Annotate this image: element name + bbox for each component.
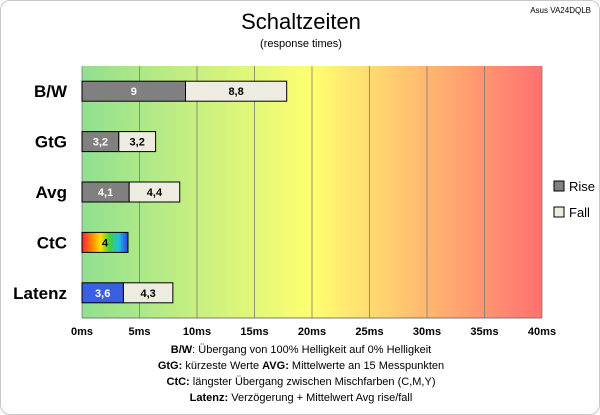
legend-label-rise: Rise (569, 179, 595, 194)
data-label: 8,8 (228, 86, 243, 98)
footnote-key: CtC: (166, 376, 190, 388)
legend: Rise Fall (553, 179, 595, 220)
data-label: 3,2 (93, 137, 108, 149)
data-label: 4,4 (147, 187, 163, 199)
legend-swatch-rise (553, 180, 565, 192)
bar-ctc (81, 231, 129, 253)
data-label: 4,1 (98, 187, 113, 199)
chart-title: Schaltzeiten (241, 9, 361, 34)
data-label: 4 (102, 237, 109, 249)
bar-latenz-avg (122, 282, 174, 304)
footnote-key: Latenz: (189, 392, 229, 404)
category-label: Avg (36, 183, 68, 202)
x-tick-label: 5ms (128, 326, 150, 338)
x-tick-label: 35ms (470, 326, 498, 338)
footnote-text: längster Übergang zwischen Mischfarben (… (189, 376, 436, 388)
legend-label-fall: Fall (569, 205, 590, 220)
x-tick-label: 0ms (71, 326, 93, 338)
bar-fall (128, 181, 181, 203)
category-label: B/W (34, 82, 68, 101)
data-label: 9 (131, 86, 137, 98)
x-tick-label: 15ms (240, 326, 268, 338)
category-labels: B/W GtG Avg CtC Latenz (13, 82, 68, 303)
footnote-text: Verzögerung + Mittelwert Avg rise/fall (228, 392, 413, 404)
footnote-key: GtG: (157, 360, 183, 372)
footnote-text: Mittelwerte an 15 Messpunkten (288, 360, 445, 372)
footnote-line: B/W: Übergang von 100% Helligkeit auf 0%… (1, 342, 599, 358)
x-tick-label: 20ms (298, 326, 326, 338)
bar-fall (185, 80, 288, 102)
bar-fall (118, 131, 157, 153)
legend-swatch-fall (553, 206, 565, 218)
data-label: 3,6 (95, 288, 110, 300)
data-label: 3,2 (130, 137, 145, 149)
category-label: GtG (35, 133, 67, 152)
footnote-line: GtG: kürzeste Werte AVG: Mittelwerte an … (1, 358, 599, 374)
x-tick-label: 25ms (355, 326, 383, 338)
footnote-key: AVG: (262, 360, 289, 372)
footnotes: B/W: Übergang von 100% Helligkeit auf 0%… (1, 342, 599, 406)
x-tick-labels: 0ms 5ms 10ms 15ms 20ms 25ms 30ms 35ms 40ms (71, 326, 556, 338)
footnote-line: Latenz: Verzögerung + Mittelwert Avg ris… (1, 390, 599, 406)
x-tick-label: 40ms (528, 326, 556, 338)
x-tick-label: 30ms (413, 326, 441, 338)
bars: 9 8,8 3,2 3,2 4,1 4,4 4 3,6 4,3 (81, 80, 288, 304)
footnote-text: kürzeste Werte (182, 360, 260, 372)
x-tick-label: 10ms (183, 326, 211, 338)
gridlines (81, 66, 543, 319)
category-label: CtC (37, 233, 67, 252)
category-label: Latenz (13, 284, 67, 303)
footnote-line: CtC: längster Übergang zwischen Mischfar… (1, 374, 599, 390)
data-label: 4,3 (140, 288, 155, 300)
chart-subtitle: (response times) (260, 38, 342, 50)
footnote-key: B/W (170, 344, 193, 356)
corner-label: Asus VA24DQLB (530, 6, 591, 15)
footnote-text: : Übergang von 100% Helligkeit auf 0% He… (192, 344, 432, 356)
